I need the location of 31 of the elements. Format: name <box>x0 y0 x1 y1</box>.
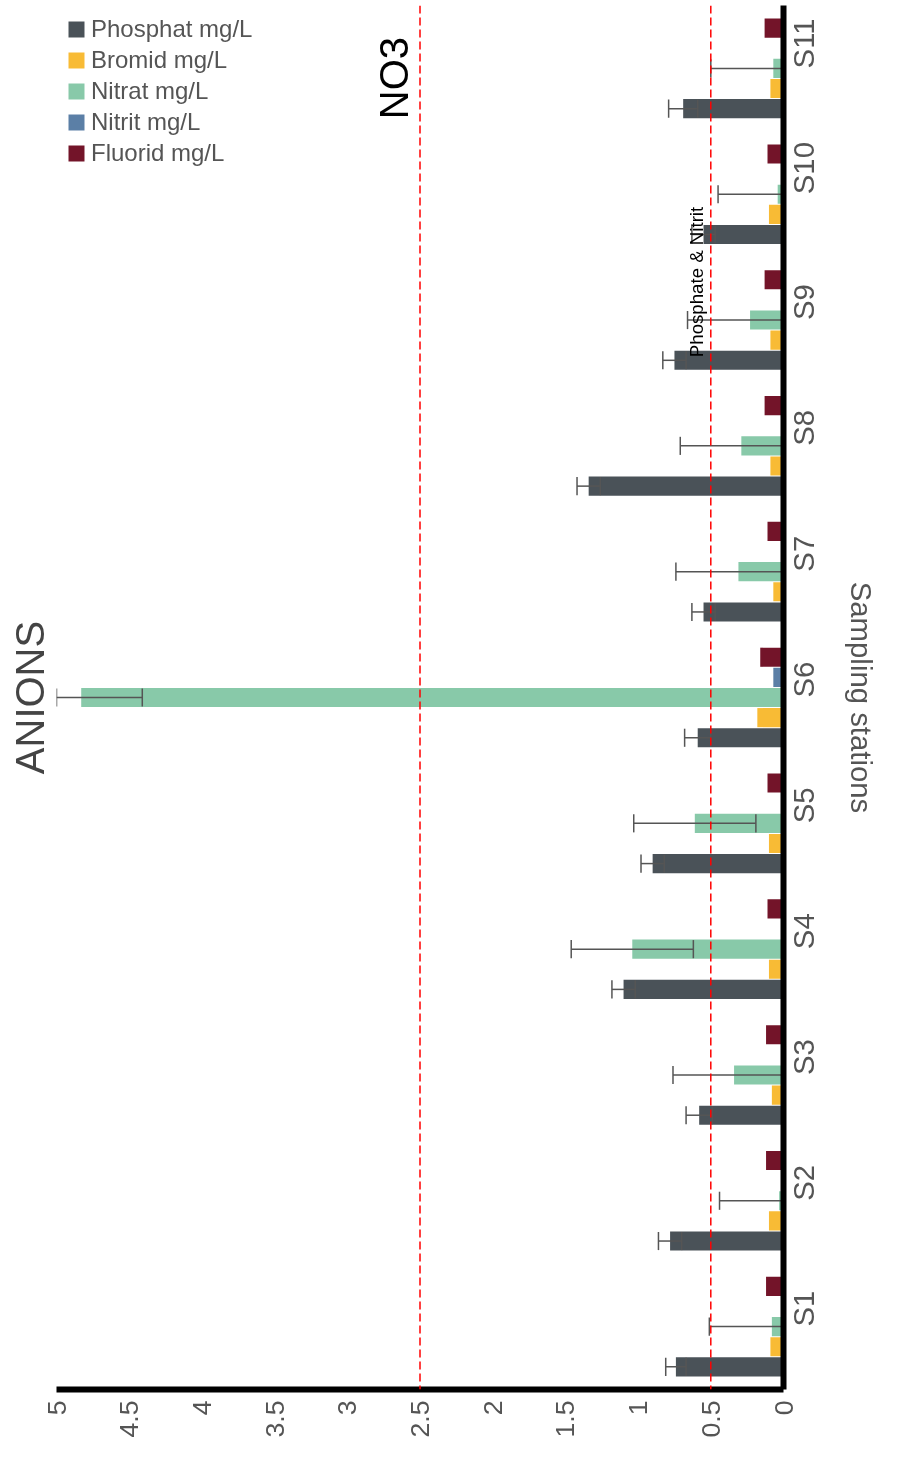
y-tick-label: S5 <box>787 787 820 824</box>
y-tick-label: S4 <box>787 913 820 950</box>
x-tick-label: 2.5 <box>405 1400 435 1438</box>
text: ANIONS <box>7 620 52 775</box>
y-tick-label: S8 <box>787 409 820 446</box>
legend-label: Phosphat mg/L <box>91 15 253 43</box>
y-tick-label: S11 <box>787 18 820 69</box>
x-tick-label: 3 <box>332 1400 363 1416</box>
legend-label: Nitrit mg/L <box>91 108 201 136</box>
y-tick-label: S6 <box>787 661 820 698</box>
x-tick-label: 3.5 <box>259 1400 290 1438</box>
x-tick-label: 5 <box>41 1400 72 1416</box>
x-tick-label: 1.5 <box>550 1400 581 1438</box>
legend-label: Nitrat mg/L <box>91 77 209 105</box>
y-axis-title: Sampling stations <box>844 581 878 814</box>
x-tick-label: 1 <box>623 1400 654 1416</box>
ref-line-label: Phosphate & Nitrit <box>685 205 707 358</box>
x-tick-label: 0.5 <box>695 1400 726 1438</box>
y-tick-label: S10 <box>787 142 820 195</box>
x-tick-label: 4 <box>186 1400 217 1416</box>
y-tick-label: S9 <box>787 284 820 321</box>
x-tick-label: 4.5 <box>114 1400 145 1438</box>
y-tick-label: S3 <box>787 1039 820 1075</box>
y-tick-label: S7 <box>787 535 820 572</box>
x-tick-label: 0 <box>768 1400 799 1416</box>
legend-label: Bromid mg/L <box>91 46 228 74</box>
y-tick-label: S2 <box>787 1164 820 1201</box>
y-tick-label: S1 <box>787 1290 820 1327</box>
legend-label: Fluorid mg/L <box>91 139 225 167</box>
ref-line-label: NO3 <box>372 36 416 120</box>
x-tick-label: 2 <box>477 1400 508 1416</box>
